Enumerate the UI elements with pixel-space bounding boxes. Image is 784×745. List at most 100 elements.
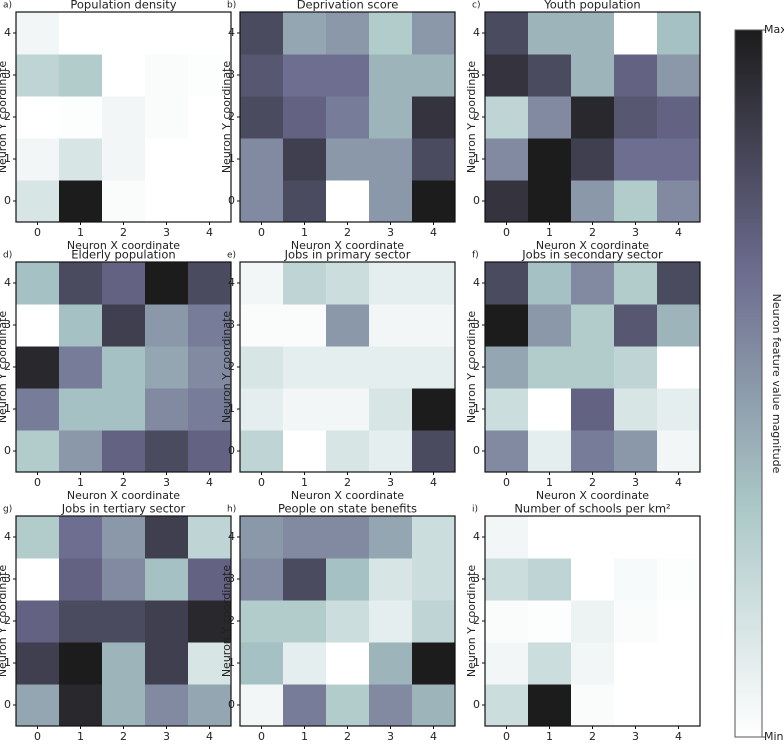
x-axis-label: Neuron X coordinate xyxy=(536,489,649,502)
x-tick-label: 3 xyxy=(387,730,394,743)
heatmap-cell xyxy=(283,304,327,347)
heatmap-cell xyxy=(326,684,370,727)
heatmap-cell xyxy=(412,262,456,305)
heatmap-cell xyxy=(412,96,456,139)
x-axis-label: Neuron X coordinate xyxy=(291,489,404,502)
heatmap-cell xyxy=(326,180,370,223)
heatmap-cell xyxy=(102,642,146,685)
heatmap-cell xyxy=(102,96,146,139)
heatmap-cell xyxy=(16,54,60,97)
heatmap-cell xyxy=(283,96,327,139)
heatmap-cell xyxy=(412,346,456,389)
y-axis-label: Neuron Y coordinate xyxy=(0,61,9,174)
y-tick-label: 2 xyxy=(473,614,480,627)
heatmap-cell xyxy=(188,138,232,181)
y-axis-label: Neuron Y coordinate xyxy=(465,565,478,678)
heatmap-cell xyxy=(657,54,701,97)
heatmap-cell xyxy=(657,138,701,181)
panel-title: Population density xyxy=(70,0,176,12)
y-tick-label: 2 xyxy=(473,360,480,373)
heatmap-cell xyxy=(145,304,189,347)
heatmap-cell xyxy=(657,430,701,473)
heatmap-cell xyxy=(571,96,615,139)
x-tick-label: 3 xyxy=(632,226,639,239)
heatmap-cell xyxy=(657,600,701,643)
heatmap-cell xyxy=(571,600,615,643)
heatmap-cell xyxy=(59,388,103,431)
heatmap-cell xyxy=(102,388,146,431)
heatmap-cell xyxy=(145,684,189,727)
heatmap-cell xyxy=(16,430,60,473)
x-axis-label: Neuron X coordinate xyxy=(67,489,180,502)
heatmap-cell xyxy=(614,516,658,559)
y-tick-label: 1 xyxy=(473,402,480,415)
panel-title: Jobs in primary sector xyxy=(284,248,411,262)
heatmap-cell xyxy=(369,684,413,727)
heatmap-cell xyxy=(16,558,60,601)
heatmap-cell xyxy=(485,642,529,685)
heatmap-cell xyxy=(283,600,327,643)
x-tick-label: 3 xyxy=(163,226,170,239)
x-tick-label: 0 xyxy=(258,226,265,239)
heatmap-cell xyxy=(528,346,572,389)
heatmap-cell xyxy=(657,262,701,305)
heatmap-cell xyxy=(528,12,572,55)
heatmap-cell xyxy=(16,642,60,685)
heatmap-cell xyxy=(614,138,658,181)
heatmap-cell xyxy=(145,346,189,389)
heatmap-cell xyxy=(571,138,615,181)
heatmap-cell xyxy=(102,12,146,55)
heatmap-cell xyxy=(485,600,529,643)
heatmap-cell xyxy=(369,516,413,559)
heatmap-cell xyxy=(614,304,658,347)
heatmap-cell xyxy=(614,558,658,601)
heatmap-cell xyxy=(485,262,529,305)
heatmap-cell xyxy=(240,558,284,601)
heatmap-cell xyxy=(412,684,456,727)
x-tick-label: 4 xyxy=(206,730,213,743)
heatmap-cell xyxy=(485,138,529,181)
heatmap-cell xyxy=(145,262,189,305)
heatmap-cell xyxy=(528,138,572,181)
y-tick-label: 0 xyxy=(4,194,11,207)
heatmap-cell xyxy=(188,346,232,389)
x-tick-label: 4 xyxy=(430,476,437,489)
heatmap-cell xyxy=(16,180,60,223)
y-axis-label: Neuron Y coordinate xyxy=(0,311,9,424)
heatmap-cell xyxy=(326,138,370,181)
heatmap-cell xyxy=(369,388,413,431)
x-tick-label: 2 xyxy=(344,476,351,489)
x-tick-label: 1 xyxy=(546,226,553,239)
x-tick-label: 2 xyxy=(344,730,351,743)
heatmap-cell xyxy=(102,684,146,727)
y-tick-label: 0 xyxy=(473,444,480,457)
heatmap-cell xyxy=(188,684,232,727)
heatmap-cell xyxy=(188,430,232,473)
heatmap-cell xyxy=(188,180,232,223)
heatmap-cell xyxy=(412,180,456,223)
heatmap-cell xyxy=(59,600,103,643)
heatmap-cell xyxy=(369,12,413,55)
heatmap-cell xyxy=(412,600,456,643)
y-tick-label: 1 xyxy=(473,152,480,165)
y-tick-label: 2 xyxy=(4,360,11,373)
y-tick-label: 1 xyxy=(4,402,11,415)
y-tick-label: 1 xyxy=(4,152,11,165)
heatmap-cell xyxy=(102,262,146,305)
panel-title: Jobs in tertiary sector xyxy=(61,502,186,516)
heatmap-cell xyxy=(614,430,658,473)
y-tick-label: 0 xyxy=(228,698,235,711)
heatmap-cell xyxy=(16,600,60,643)
heatmap-cell xyxy=(240,600,284,643)
heatmap-cell xyxy=(614,684,658,727)
x-tick-label: 0 xyxy=(258,476,265,489)
y-axis-label: Neuron Y coordinate xyxy=(465,61,478,174)
heatmap-cell xyxy=(614,642,658,685)
heatmap-cell xyxy=(657,346,701,389)
heatmap-cell xyxy=(59,346,103,389)
heatmap-cell xyxy=(145,54,189,97)
x-tick-label: 3 xyxy=(632,730,639,743)
heatmap-cell xyxy=(59,430,103,473)
heatmap-cell xyxy=(145,12,189,55)
heatmap-cell xyxy=(369,600,413,643)
